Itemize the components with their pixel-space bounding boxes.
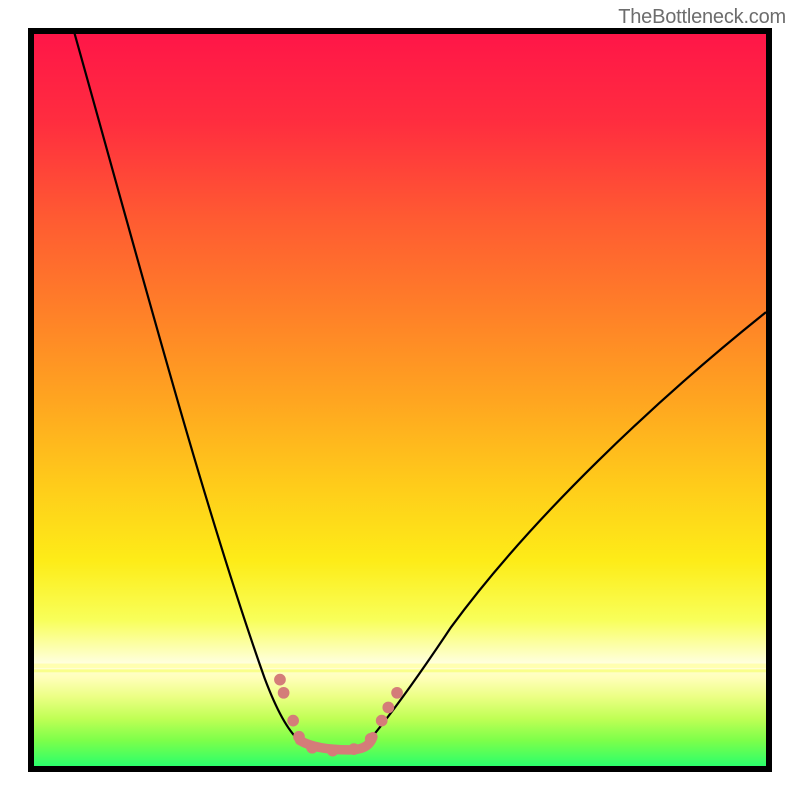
dot [327,745,339,757]
valley-dots [274,674,403,757]
dot [365,733,377,745]
plot-area [34,34,766,766]
dot [391,687,403,699]
dot [274,674,286,686]
dot [306,742,318,754]
dot [287,715,299,727]
curves-layer [34,34,766,766]
dot [278,687,290,699]
chart-container: TheBottleneck.com [0,0,800,800]
dot [293,731,305,743]
watermark-text: TheBottleneck.com [618,6,786,29]
dot [348,743,360,755]
chart-frame [28,28,772,772]
dot [382,702,394,714]
right-curve [372,312,766,737]
dot [376,715,388,727]
left-curve [71,34,299,740]
